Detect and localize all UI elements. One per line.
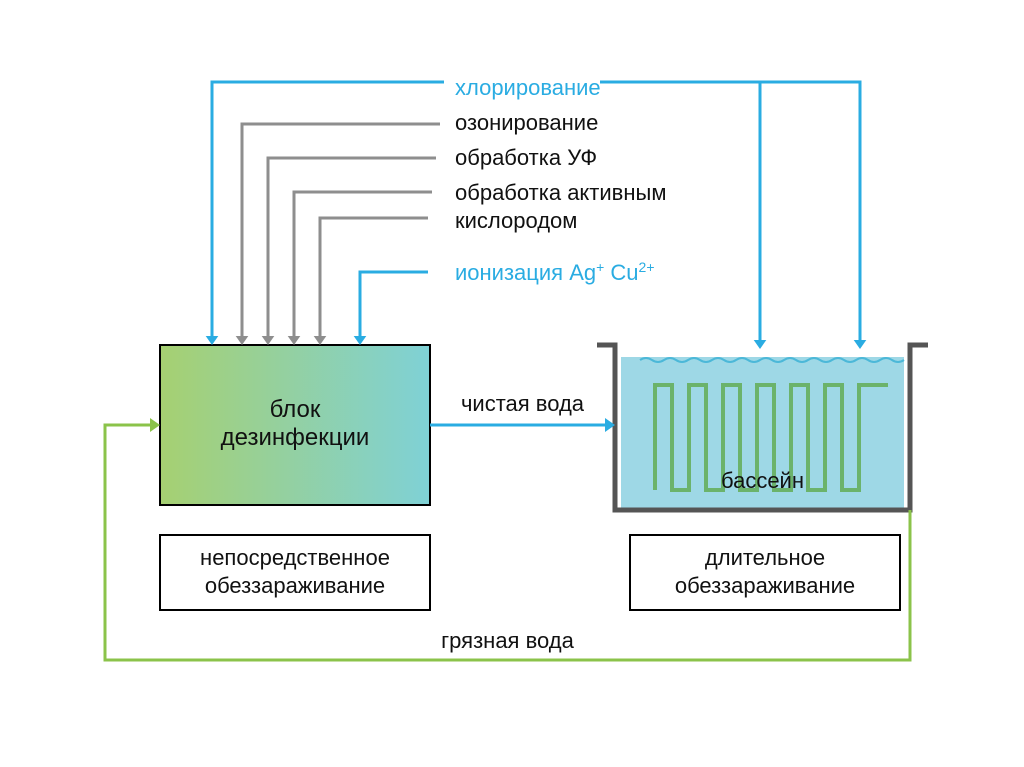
clean-water-label: чистая вода	[461, 391, 585, 416]
cyan-chlor-left	[212, 82, 444, 337]
longterm-box-line1: длительное	[705, 545, 825, 570]
longterm-box-line2: обеззараживание	[675, 573, 855, 598]
gray-arrow-2	[294, 192, 432, 337]
label-ionization: ионизация Ag+ Cu2+	[455, 259, 655, 285]
pool-label: бассейн	[721, 468, 804, 493]
immediate-box-line1: непосредственное	[200, 545, 390, 570]
label-ozonation: озонирование	[455, 110, 598, 135]
immediate-box-line2: обеззараживание	[205, 573, 385, 598]
label-oxy1: обработка активным	[455, 180, 666, 205]
dirty-water-label: грязная вода	[441, 628, 574, 653]
gray-arrow-3	[320, 218, 428, 337]
cyan-chlor-right-outer	[600, 82, 860, 341]
label-oxy2: кислородом	[455, 208, 577, 233]
gray-arrow-0	[242, 124, 440, 337]
cyan-ionization-arrow	[360, 272, 428, 337]
disinf-label-1: блок	[270, 396, 321, 423]
label-chlorination: хлорирование	[455, 75, 601, 100]
label-uv: обработка УФ	[455, 145, 597, 170]
disinf-label-2: дезинфекции	[221, 424, 370, 451]
